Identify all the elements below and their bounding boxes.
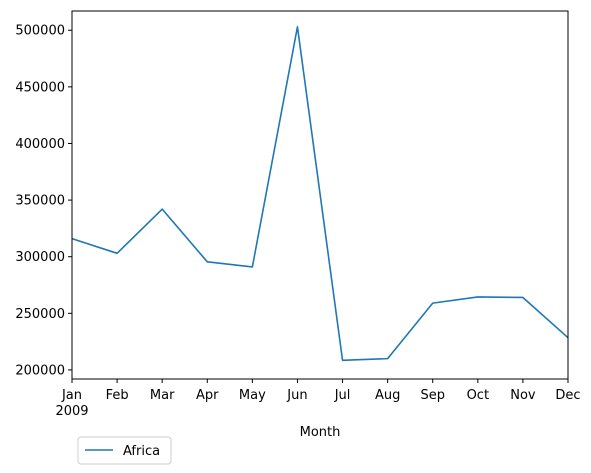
x-tick-label-aug: Aug [375, 388, 400, 403]
x-tick-label-feb: Feb [106, 388, 129, 403]
legend: Africa [77, 436, 172, 465]
y-tick-label: 400000 [15, 137, 65, 152]
x-axis-title: Month [300, 425, 341, 440]
x-axis-ticks: Jan Feb Mar Apr May Jun Jul Aug Sep Oct Nov Dec [61, 379, 581, 403]
x-tick-label-sep: Sep [420, 388, 445, 403]
x-tick-label-may: May [239, 388, 266, 403]
x-tick-label-oct: Oct [467, 388, 489, 403]
y-tick-label: 450000 [15, 80, 65, 95]
legend-label-africa: Africa [123, 444, 160, 459]
x-tick-label-nov: Nov [510, 388, 536, 403]
x-axis-year-label: 2009 [55, 404, 88, 419]
y-tick-label: 500000 [15, 24, 65, 39]
x-tick-label-jul: Jul [334, 388, 351, 403]
y-tick-label: 250000 [15, 307, 65, 322]
x-tick-label-dec: Dec [555, 388, 580, 403]
x-tick-label-jun: Jun [286, 388, 307, 403]
x-tick-label-mar: Mar [150, 388, 175, 403]
axes-frame [71, 10, 569, 380]
y-tick-label: 200000 [15, 363, 65, 378]
y-axis-ticks: 200000 250000 300000 350000 400000 450000 5000… [15, 24, 72, 378]
legend-box [77, 436, 172, 465]
x-tick-label-apr: Apr [196, 388, 219, 403]
y-tick-label: 300000 [15, 250, 65, 265]
x-tick-label-jan: Jan [61, 388, 82, 403]
plot-area: Jan Feb Mar Apr May Jun Jul Aug Sep Oct Nov Dec 200… [15, 10, 581, 403]
series-line-africa [71, 26, 569, 362]
y-tick-label: 350000 [15, 194, 65, 209]
